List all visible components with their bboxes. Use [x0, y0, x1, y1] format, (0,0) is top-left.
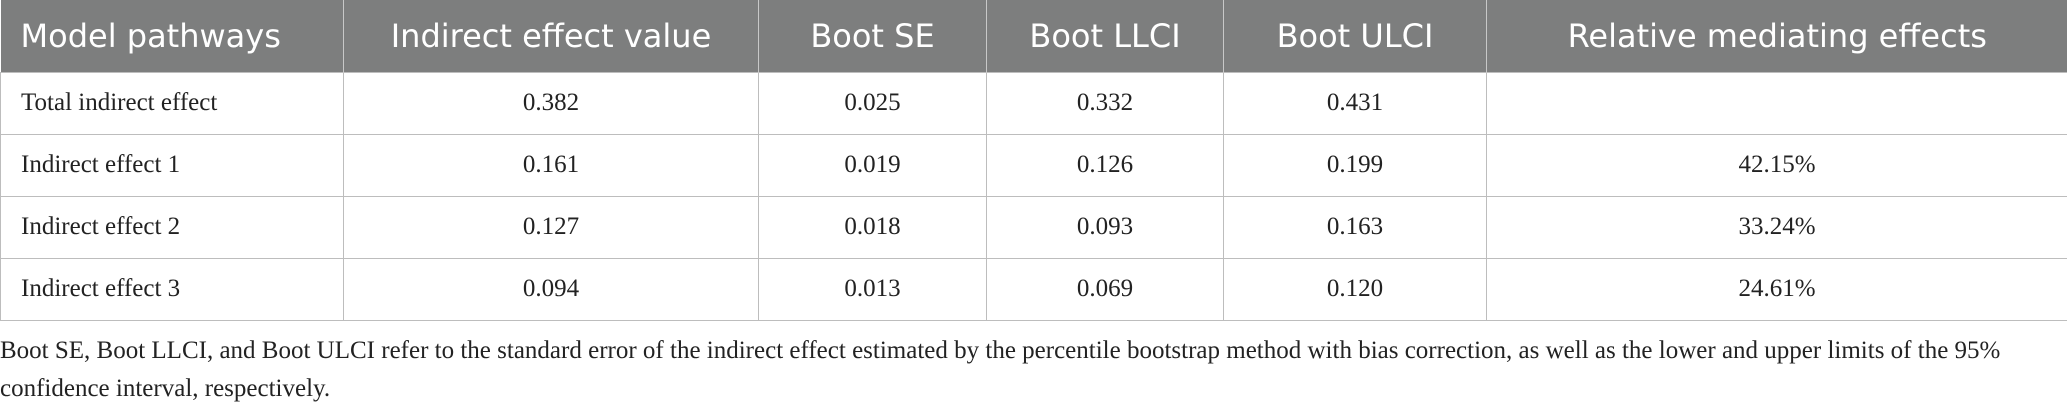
- table-cell: 0.163: [1223, 195, 1487, 259]
- table-row: Indirect effect 2 0.127 0.018 0.093 0.163 33.…: [0, 195, 2067, 259]
- table-cell: 0.431: [1223, 71, 1487, 135]
- table-cell: 0.094: [343, 257, 759, 321]
- table-cell: 0.093: [986, 195, 1224, 259]
- table-cell: 0.018: [758, 195, 987, 259]
- table-cell: Indirect effect 3: [0, 257, 344, 321]
- table-cell: 42.15%: [1486, 133, 2067, 197]
- column-header: Model pathways: [0, 0, 344, 72]
- table-cell: 0.332: [986, 71, 1224, 135]
- table-cell: Indirect effect 1: [0, 133, 344, 197]
- column-header: Boot LLCI: [986, 0, 1224, 72]
- table-cell: 33.24%: [1486, 195, 2067, 259]
- table-row: Indirect effect 1 0.161 0.019 0.126 0.199 42.…: [0, 133, 2067, 197]
- column-header: Boot SE: [758, 0, 987, 72]
- empty-cell: [1486, 71, 2067, 135]
- table-cell: Total indirect effect: [0, 71, 344, 135]
- header-row: Model pathways Indirect effect value Boot …: [0, 0, 2067, 72]
- table-body: Total indirect effect 0.382 0.025 0.332 0.43…: [0, 71, 2067, 321]
- table-cell: 0.126: [986, 133, 1224, 197]
- column-header: Relative mediating effects: [1486, 0, 2067, 72]
- table-cell: 0.019: [758, 133, 987, 197]
- table-cell: 0.161: [343, 133, 759, 197]
- table-row: Total indirect effect 0.382 0.025 0.332 0.43…: [0, 71, 2067, 135]
- table-cell: 0.127: [343, 195, 759, 259]
- table-cell: 0.069: [986, 257, 1224, 321]
- footnote: Boot SE, Boot LLCI, and Boot ULCI refer …: [0, 337, 2001, 402]
- column-header: Boot ULCI: [1223, 0, 1487, 72]
- table-cell: 24.61%: [1486, 257, 2067, 321]
- table-cell: 0.013: [758, 257, 987, 321]
- table-cell: 0.382: [343, 71, 759, 135]
- table-cell: 0.025: [758, 71, 987, 135]
- table-cell: 0.120: [1223, 257, 1487, 321]
- table-cell: 0.199: [1223, 133, 1487, 197]
- column-header: Indirect effect value: [343, 0, 759, 72]
- table-cell: Indirect effect 2: [0, 195, 344, 259]
- table-row: Indirect effect 3 0.094 0.013 0.069 0.120 24.…: [0, 257, 2067, 321]
- results-table: Model pathways Indirect effect value Boot …: [0, 0, 2067, 321]
